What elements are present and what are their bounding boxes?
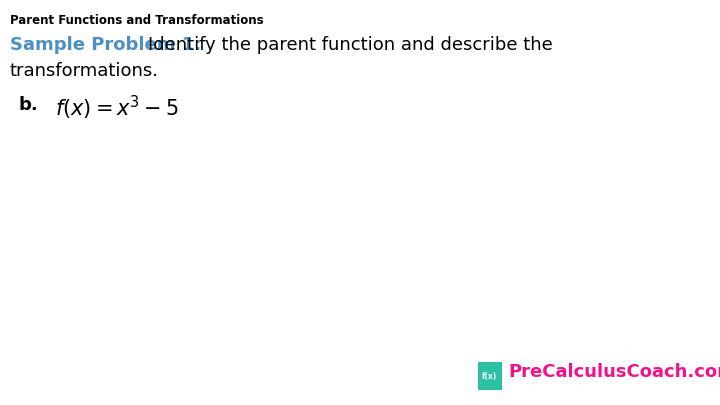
Text: transformations.: transformations.: [10, 62, 159, 80]
Text: PreCalculusCoach.com: PreCalculusCoach.com: [508, 363, 720, 381]
Text: Sample Problem 1:: Sample Problem 1:: [10, 36, 202, 54]
Text: Parent Functions and Transformations: Parent Functions and Transformations: [10, 14, 264, 27]
Text: Identify the parent function and describe the: Identify the parent function and describ…: [148, 36, 553, 54]
FancyBboxPatch shape: [478, 362, 502, 390]
Text: b.: b.: [18, 96, 37, 114]
Text: $f(x) = x^3 - 5$: $f(x) = x^3 - 5$: [55, 94, 179, 122]
Text: f(x): f(x): [482, 371, 498, 381]
